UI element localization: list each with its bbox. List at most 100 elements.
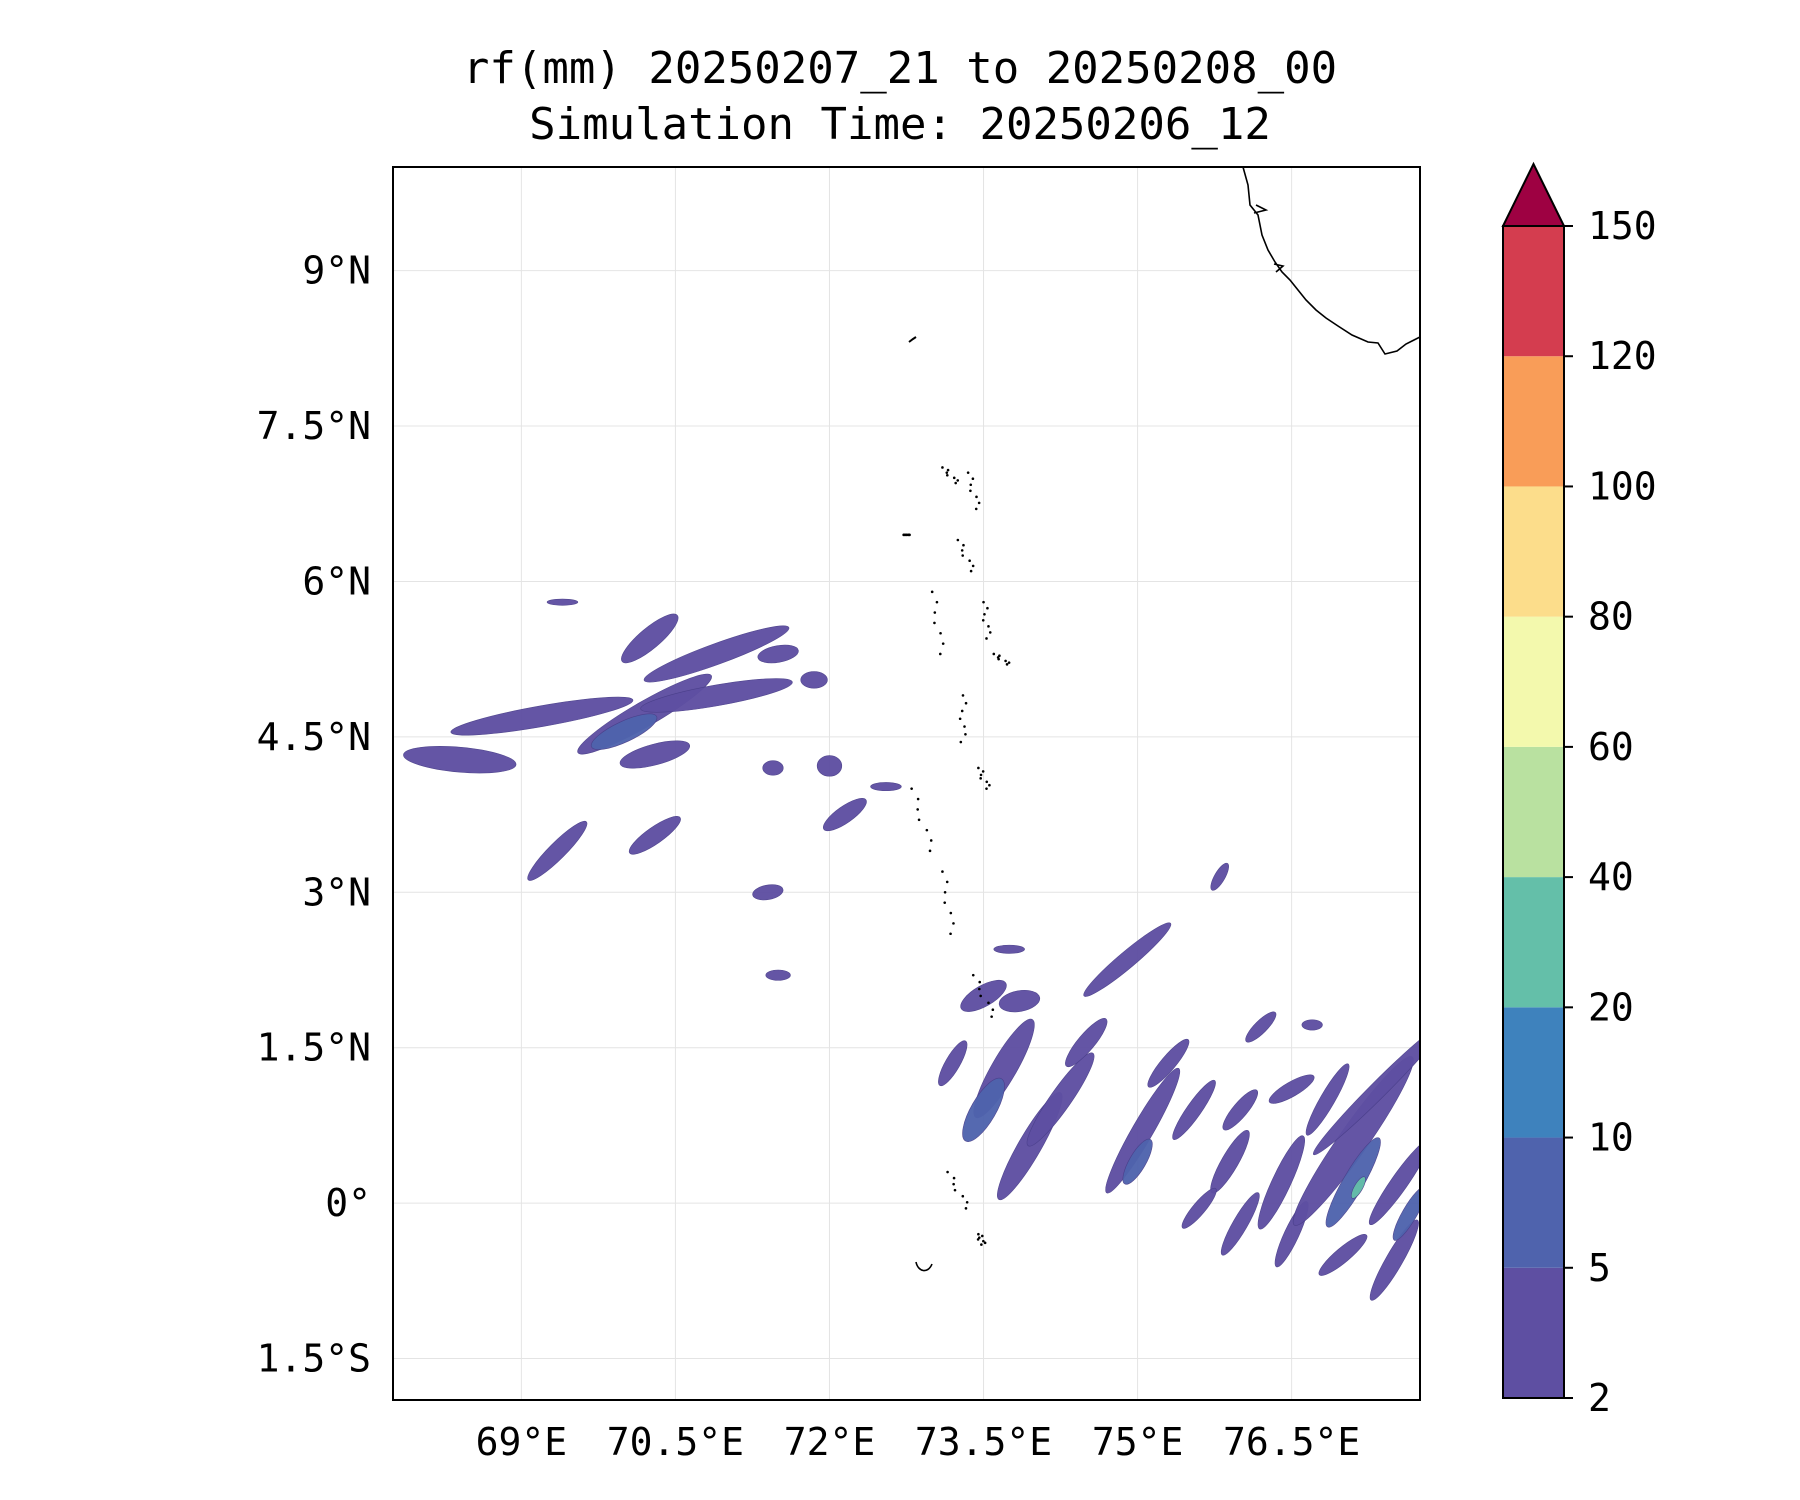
rain-cell bbox=[1301, 1019, 1323, 1031]
rain-cell bbox=[1369, 1219, 1419, 1301]
atoll-dot bbox=[979, 777, 982, 780]
atoll-dot bbox=[925, 828, 929, 832]
atoll-dot bbox=[997, 657, 1000, 661]
atoll-dot bbox=[981, 770, 985, 773]
colorbar-tick-label: 5 bbox=[1588, 1246, 1611, 1290]
lakshadweep-island bbox=[908, 336, 917, 343]
x-tick-label: 76.5°E bbox=[1223, 1420, 1360, 1464]
atoll-dot bbox=[983, 612, 986, 616]
atoll-dot bbox=[987, 625, 990, 628]
rain-cell bbox=[450, 696, 634, 736]
atoll-dot bbox=[945, 471, 949, 474]
atoll-dot bbox=[983, 1241, 987, 1245]
atoll-dot bbox=[971, 477, 975, 481]
atoll-dot bbox=[907, 533, 911, 537]
atoll-dot bbox=[952, 1176, 956, 1180]
rain-cell bbox=[643, 625, 790, 683]
rain-cell bbox=[962, 1077, 1005, 1142]
colorbar-extend-arrow bbox=[1501, 161, 1566, 227]
rain-cell bbox=[403, 746, 517, 774]
atoll-dot bbox=[929, 839, 933, 842]
atoll-dot bbox=[961, 1194, 965, 1198]
rain-cell bbox=[1026, 1052, 1095, 1147]
rain-cell bbox=[1392, 1186, 1420, 1241]
rain-cell bbox=[960, 979, 1007, 1012]
rain-cell bbox=[752, 884, 784, 901]
atoll-dot bbox=[988, 631, 992, 634]
atoll-dot bbox=[965, 1200, 969, 1204]
atoll-dot bbox=[966, 471, 970, 474]
atoll-dot bbox=[961, 694, 965, 697]
x-tick-label: 75°E bbox=[1092, 1420, 1184, 1464]
rain-cell bbox=[1305, 1063, 1350, 1136]
atoll-dot bbox=[1005, 663, 1009, 666]
rain-cell bbox=[1105, 1067, 1181, 1194]
atoll-dot bbox=[945, 473, 949, 477]
atoll-dot bbox=[941, 642, 945, 645]
y-tick-label: 9°N bbox=[302, 249, 371, 293]
colorbar-tick-label: 60 bbox=[1588, 725, 1634, 769]
atoll-dot bbox=[977, 766, 980, 770]
atoll-dot bbox=[956, 538, 960, 542]
atoll-dot bbox=[960, 549, 964, 552]
y-tick-label: 1.5°N bbox=[257, 1026, 371, 1070]
rain-cell bbox=[1368, 1139, 1420, 1226]
atoll-dot bbox=[971, 973, 975, 977]
rain-cell bbox=[1172, 1079, 1216, 1140]
colorbar-frame bbox=[1502, 225, 1565, 1399]
atoll-dot bbox=[985, 780, 989, 784]
atoll-dot bbox=[928, 849, 932, 853]
rain-cell bbox=[590, 713, 658, 750]
atoll-dot bbox=[964, 701, 968, 705]
x-tick-label: 69°E bbox=[476, 1420, 568, 1464]
atoll-dot bbox=[982, 600, 985, 604]
atoll-dot bbox=[961, 554, 965, 557]
rain-cell bbox=[1220, 1192, 1260, 1256]
x-tick-label: 72°E bbox=[784, 1420, 876, 1464]
map-frame bbox=[392, 166, 1421, 1401]
rain-cell bbox=[800, 671, 828, 689]
colorbar-tick-label: 40 bbox=[1588, 855, 1634, 899]
colorbar-segment bbox=[1503, 877, 1564, 1008]
rain-cell bbox=[938, 1040, 968, 1087]
atoll-dot bbox=[960, 709, 964, 713]
atoll-dot bbox=[943, 890, 947, 894]
atoll-dot bbox=[978, 987, 981, 991]
atoll-dot bbox=[949, 932, 952, 936]
atoll-dot bbox=[933, 611, 937, 614]
colorbar: 2 5 10 20 40 60 80 100 120 150 bbox=[1501, 161, 1657, 1420]
colorbar-tick-label: 10 bbox=[1588, 1116, 1634, 1160]
atoll-dot bbox=[981, 619, 985, 622]
atoll-dot bbox=[958, 717, 962, 721]
atoll-dot bbox=[962, 543, 965, 547]
colorbar-tick-label: 150 bbox=[1588, 204, 1657, 248]
chart-subtitle: Simulation Time: 20250206_12 bbox=[529, 99, 1271, 150]
rain-cell bbox=[527, 820, 588, 881]
rain-cell bbox=[621, 613, 679, 664]
atoll-dot bbox=[982, 1239, 985, 1243]
atoll-dot bbox=[978, 980, 982, 984]
maldives-atoll-south bbox=[915, 1261, 933, 1272]
map-panel bbox=[393, 167, 1420, 1400]
atoll-dot bbox=[971, 564, 975, 568]
atoll-dot bbox=[956, 479, 960, 482]
rain-cell bbox=[640, 678, 793, 713]
atoll-dot bbox=[930, 590, 934, 594]
x-tick-label: 73.5°E bbox=[915, 1420, 1052, 1464]
rain-cell bbox=[1268, 1074, 1315, 1104]
chart-title: rf(mm) 20250207_21 to 20250208_00 bbox=[462, 43, 1338, 94]
y-tick-label: 4.5°N bbox=[257, 715, 371, 759]
rain-cell bbox=[1222, 1089, 1258, 1131]
atoll-dot bbox=[933, 621, 936, 625]
atoll-dot bbox=[975, 495, 978, 499]
atoll-dot bbox=[964, 1207, 968, 1210]
rain-cell bbox=[1210, 862, 1229, 891]
atoll-dot bbox=[916, 797, 920, 801]
rain-cell bbox=[628, 816, 681, 855]
rain-cell bbox=[823, 798, 867, 832]
atoll-dot bbox=[968, 559, 971, 563]
colorbar-segment bbox=[1503, 746, 1564, 878]
rain-cell bbox=[993, 944, 1025, 954]
atoll-dot bbox=[963, 725, 966, 728]
